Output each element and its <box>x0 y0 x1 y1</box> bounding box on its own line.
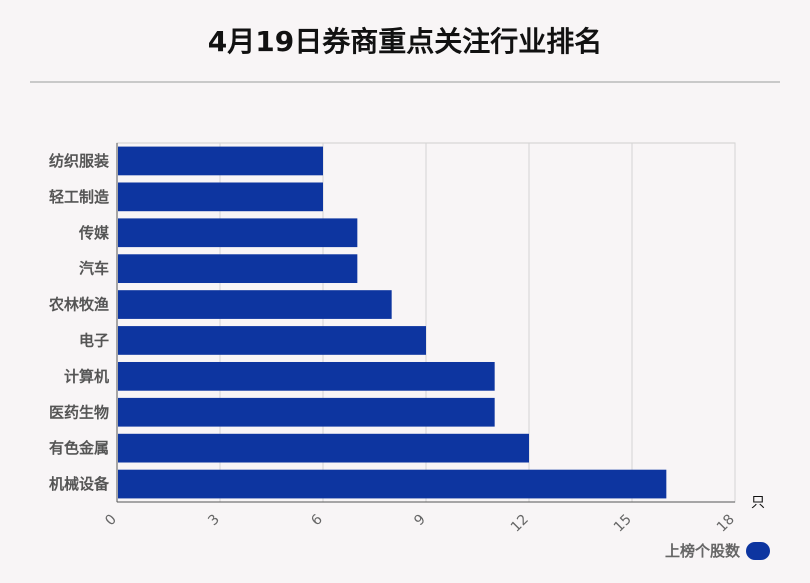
category-label: 传媒 <box>78 224 110 242</box>
tick-label: 0 <box>102 512 120 530</box>
chart-title: 4月19日券商重点关注行业排名 <box>207 25 603 58</box>
tick-label: 6 <box>308 511 326 529</box>
bar[interactable] <box>118 218 358 248</box>
category-label: 汽车 <box>79 260 109 278</box>
bar[interactable] <box>118 290 392 319</box>
category-label: 轻工制造 <box>49 188 109 206</box>
bar[interactable] <box>118 433 529 463</box>
legend[interactable]: 上榜个股数 <box>665 540 770 561</box>
bar[interactable] <box>118 361 495 391</box>
category-label: 机械设备 <box>49 475 110 493</box>
category-label: 纺织服装 <box>49 152 110 170</box>
tick-label: 18 <box>714 512 738 536</box>
tick-label: 3 <box>205 512 223 530</box>
legend-label: 上榜个股数 <box>664 542 740 560</box>
category-label: 计算机 <box>64 367 109 385</box>
category-label: 电子 <box>79 331 109 349</box>
bar[interactable] <box>118 146 323 176</box>
grid-lines <box>116 142 736 503</box>
tick-labels: 0 3 6 9 12 15 18 <box>102 511 738 535</box>
category-label: 农林牧渔 <box>48 296 109 314</box>
x-unit-label: 只 <box>751 495 765 511</box>
bar[interactable] <box>118 326 426 355</box>
bar[interactable] <box>118 397 495 427</box>
bar[interactable] <box>118 254 358 284</box>
category-label: 医药生物 <box>49 403 109 421</box>
tick-label: 9 <box>411 512 429 530</box>
legend-swatch-icon <box>746 541 770 560</box>
tick-label: 15 <box>611 512 635 536</box>
tick-label: 12 <box>508 512 532 536</box>
bar[interactable] <box>118 182 323 212</box>
category-label: 有色金属 <box>49 439 109 457</box>
bar[interactable] <box>118 469 667 499</box>
bars <box>118 146 667 499</box>
title-divider <box>30 81 780 83</box>
